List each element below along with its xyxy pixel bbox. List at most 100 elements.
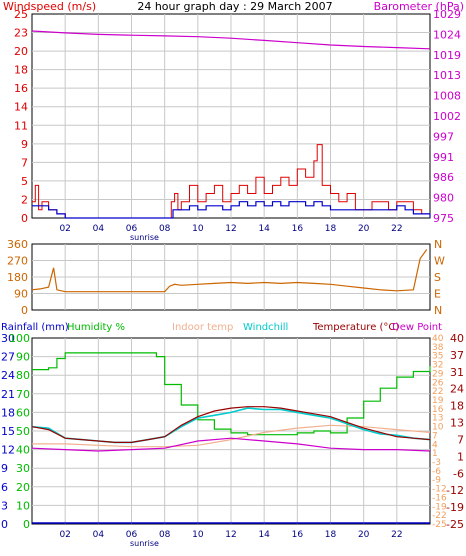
wind-x-tick-label: 10 bbox=[192, 224, 204, 234]
indoor-temp-label: Indoor temp bbox=[172, 322, 233, 333]
windspeed-tick: 0 bbox=[21, 212, 28, 225]
temperature-tick: -22 bbox=[432, 511, 447, 521]
temperature-tick: 38 bbox=[432, 343, 444, 353]
temperature-tick: 13 bbox=[432, 414, 443, 424]
dewpoint-tick: -19 bbox=[446, 501, 464, 514]
barometer-tick: 1013 bbox=[433, 69, 461, 82]
humidity-axis-label: Humidity % bbox=[67, 322, 125, 333]
humidity-tick: 30 bbox=[16, 462, 30, 475]
windspeed-tick: 16 bbox=[14, 82, 28, 95]
humidity-tick: 90 bbox=[16, 351, 30, 364]
temperature-tick: -25 bbox=[432, 520, 447, 530]
rainfall-tick: 6 bbox=[1, 481, 8, 494]
barometer-tick: 1002 bbox=[433, 110, 461, 123]
windspeed-tick: 2 bbox=[21, 193, 28, 206]
barometer-tick: 997 bbox=[433, 130, 454, 143]
temperature-tick: 1 bbox=[432, 449, 438, 459]
dewpoint-tick: -12 bbox=[446, 484, 464, 497]
winddir-compass-tick: W bbox=[434, 255, 445, 268]
winddir-compass-tick: N bbox=[434, 304, 442, 317]
dewpoint-tick: 18 bbox=[450, 400, 464, 413]
temperature-tick: 19 bbox=[432, 396, 444, 406]
temperature-series bbox=[31, 406, 431, 443]
temp-x-tick-label: 02 bbox=[59, 530, 70, 540]
temperature-tick: 29 bbox=[432, 369, 444, 379]
barometer-tick: 980 bbox=[433, 192, 454, 205]
temperature-tick: 10 bbox=[432, 423, 444, 433]
barometer-tick: 1029 bbox=[433, 8, 461, 21]
windspeed-tick: 14 bbox=[14, 101, 28, 114]
wind-x-tick-label: 08 bbox=[159, 224, 171, 234]
temperature-tick: -9 bbox=[432, 476, 441, 486]
barometer-tick: 1008 bbox=[433, 90, 461, 103]
wind-x-tick-label: 04 bbox=[93, 224, 105, 234]
temperature-tick: 16 bbox=[432, 405, 444, 415]
windchill-label: Windchill bbox=[243, 322, 288, 333]
rainfall-tick: 24 bbox=[1, 369, 15, 382]
barometer-tick: 1019 bbox=[433, 49, 461, 62]
humidity-tick: 50 bbox=[16, 425, 30, 438]
dewpoint-tick: 1 bbox=[457, 450, 464, 463]
wind-x-tick-label: 12 bbox=[225, 224, 236, 234]
windspeed-tick: 7 bbox=[21, 156, 28, 169]
wind-x-tick-label: 20 bbox=[358, 224, 370, 234]
barometer-series bbox=[31, 30, 431, 50]
dewpoint-tick: 37 bbox=[450, 349, 464, 362]
dewpoint-tick: 13 bbox=[450, 417, 464, 430]
winddir-compass-tick: N bbox=[434, 238, 442, 251]
dewpoint-tick: 24 bbox=[450, 383, 464, 396]
temperature-tick: -6 bbox=[432, 467, 441, 477]
wind-x-tick-label: 14 bbox=[258, 224, 270, 234]
humidity-tick: 20 bbox=[16, 481, 30, 494]
rainfall-tick: 21 bbox=[1, 388, 15, 401]
temperature-tick: 22 bbox=[432, 387, 443, 397]
humidity-tick: 10 bbox=[16, 499, 30, 512]
rainfall-tick: 12 bbox=[1, 444, 15, 457]
temperature-tick: 40 bbox=[432, 334, 444, 344]
windgust-series bbox=[32, 201, 431, 219]
dewpoint-tick: 7 bbox=[457, 433, 464, 446]
temperature-tick: -3 bbox=[432, 458, 441, 468]
winddir-tick: 0 bbox=[21, 304, 28, 317]
wind-x-tick-label: 06 bbox=[126, 224, 138, 234]
rainfall-axis-label: Rainfall (mm) bbox=[1, 322, 69, 333]
windspeed-tick: 20 bbox=[14, 45, 28, 58]
indoor-temp-series bbox=[32, 424, 431, 448]
dewpoint-tick: 40 bbox=[450, 332, 464, 345]
barometer-tick: 975 bbox=[433, 212, 454, 225]
dewpoint-tick: -25 bbox=[446, 518, 464, 531]
winddir-series bbox=[31, 249, 428, 293]
windspeed-tick: 23 bbox=[14, 27, 28, 40]
winddir-tick: 180 bbox=[7, 271, 28, 284]
barometer-axis-label: Barometer (hPa) bbox=[374, 0, 464, 13]
wind-x-tick-label: 22 bbox=[391, 224, 402, 234]
temperature-tick: -12 bbox=[432, 485, 447, 495]
temperature-tick: 32 bbox=[432, 361, 443, 371]
temp-x-tick-label: 22 bbox=[391, 530, 402, 540]
temp-x-tick-label: 20 bbox=[358, 530, 370, 540]
temperature-axis-label: Temperature (°C) bbox=[312, 322, 399, 333]
humidity-tick: 70 bbox=[16, 388, 30, 401]
humidity-tick: 60 bbox=[16, 406, 30, 419]
temp-x-tick-label: 18 bbox=[325, 530, 337, 540]
rainfall-tick: 30 bbox=[1, 332, 15, 345]
rainfall-tick: 9 bbox=[1, 462, 8, 475]
temp-x-tick-label: 04 bbox=[93, 530, 105, 540]
winddir-compass-tick: S bbox=[434, 271, 441, 284]
wind-x-tick-label: 18 bbox=[325, 224, 337, 234]
dewpoint-tick: 31 bbox=[450, 366, 464, 379]
humidity-tick: 80 bbox=[16, 369, 30, 382]
temp-x-tick-label: 16 bbox=[292, 530, 304, 540]
temp-x-tick-label: 12 bbox=[225, 530, 236, 540]
winddir-tick: 90 bbox=[14, 288, 28, 301]
dewpoint-series bbox=[31, 437, 431, 452]
rainfall-tick: 18 bbox=[1, 406, 15, 419]
humidity-tick: 40 bbox=[16, 444, 30, 457]
humidity-tick: 0 bbox=[23, 518, 30, 531]
temperature-tick: 4 bbox=[432, 440, 438, 450]
chart-title: 24 hour graph day : 29 March 2007 bbox=[137, 0, 332, 13]
wind-x-tick-label: 16 bbox=[292, 224, 304, 234]
sunrise-label-top: sunrise bbox=[130, 233, 159, 242]
rainfall-tick: 0 bbox=[1, 518, 8, 531]
